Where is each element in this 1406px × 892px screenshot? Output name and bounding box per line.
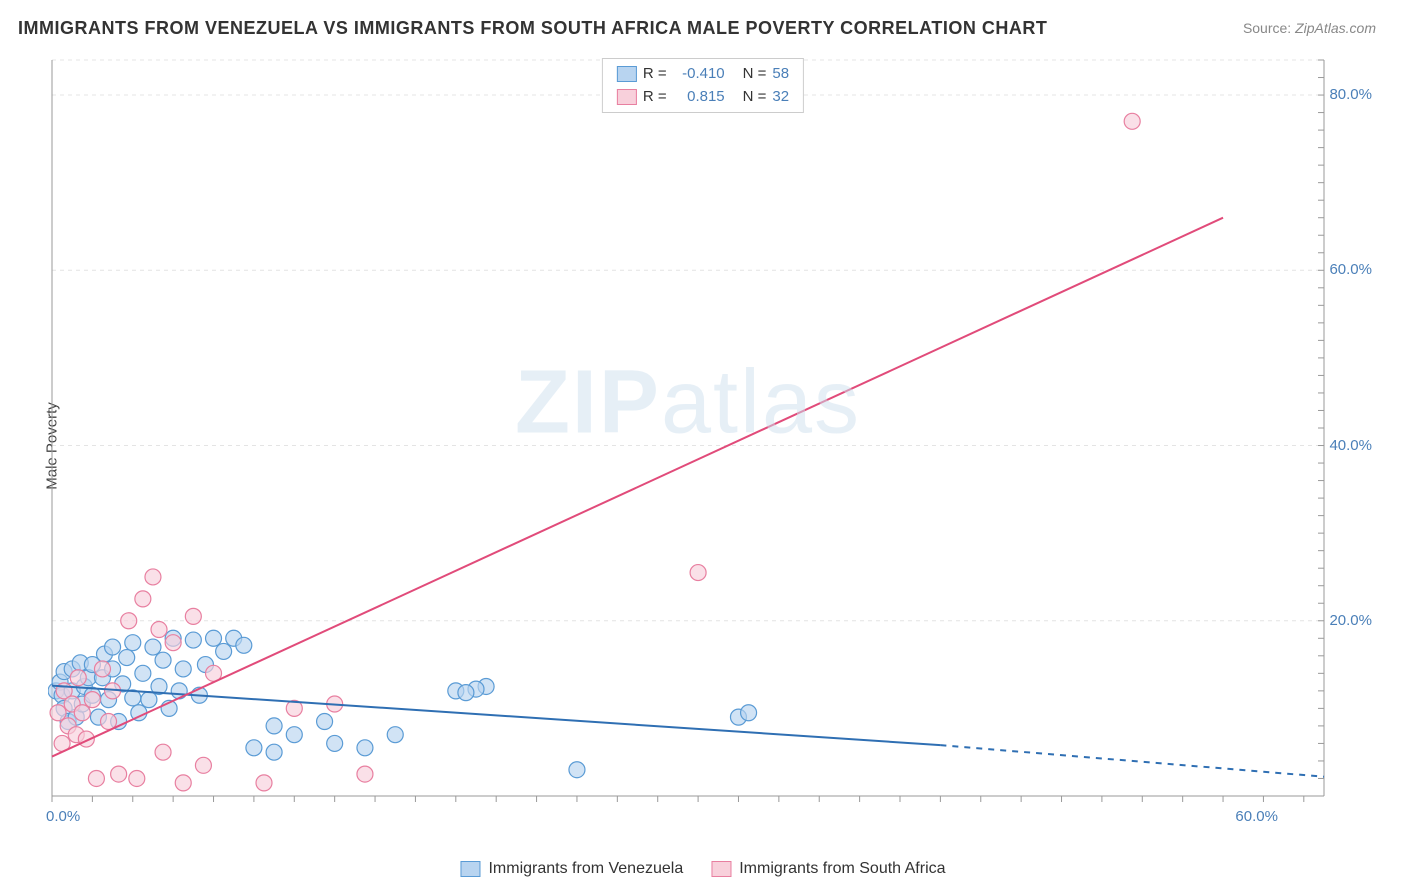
y-tick-label: 40.0% <box>1329 437 1372 454</box>
source-value: ZipAtlas.com <box>1295 20 1376 36</box>
n-label: N = <box>743 63 767 86</box>
y-tick-label: 20.0% <box>1329 612 1372 629</box>
n-value: 32 <box>772 86 789 109</box>
r-label: R = <box>643 86 667 109</box>
n-label: N = <box>743 86 767 109</box>
legend-series-label: Immigrants from Venezuela <box>488 860 683 878</box>
chart-svg <box>48 56 1328 826</box>
legend-stats: R = -0.410 N =58 R = 0.815 N =32 <box>602 58 804 113</box>
y-tick-label: 80.0% <box>1329 86 1372 103</box>
x-tick-label: 0.0% <box>46 808 80 825</box>
legend-swatch <box>617 66 637 82</box>
source-label: Source: <box>1243 20 1291 36</box>
legend-stat-row: R = -0.410 N =58 <box>617 63 789 86</box>
legend-swatch <box>617 89 637 105</box>
r-label: R = <box>643 63 667 86</box>
chart-title: IMMIGRANTS FROM VENEZUELA VS IMMIGRANTS … <box>18 18 1047 39</box>
y-tick-label: 60.0% <box>1329 261 1372 278</box>
source-attribution: Source: ZipAtlas.com <box>1243 20 1376 36</box>
legend-swatch <box>460 861 480 877</box>
r-value: 0.815 <box>673 86 725 109</box>
legend-swatch <box>711 861 731 877</box>
legend-series: Immigrants from Venezuela Immigrants from… <box>460 860 945 878</box>
r-value: -0.410 <box>673 63 725 86</box>
legend-series-label: Immigrants from South Africa <box>739 860 945 878</box>
x-tick-label: 60.0% <box>1235 808 1278 825</box>
n-value: 58 <box>772 63 789 86</box>
legend-stat-row: R = 0.815 N =32 <box>617 86 789 109</box>
legend-series-item: Immigrants from South Africa <box>711 860 945 878</box>
legend-series-item: Immigrants from Venezuela <box>460 860 683 878</box>
chart-plot-area: ZIPatlas <box>48 56 1328 826</box>
